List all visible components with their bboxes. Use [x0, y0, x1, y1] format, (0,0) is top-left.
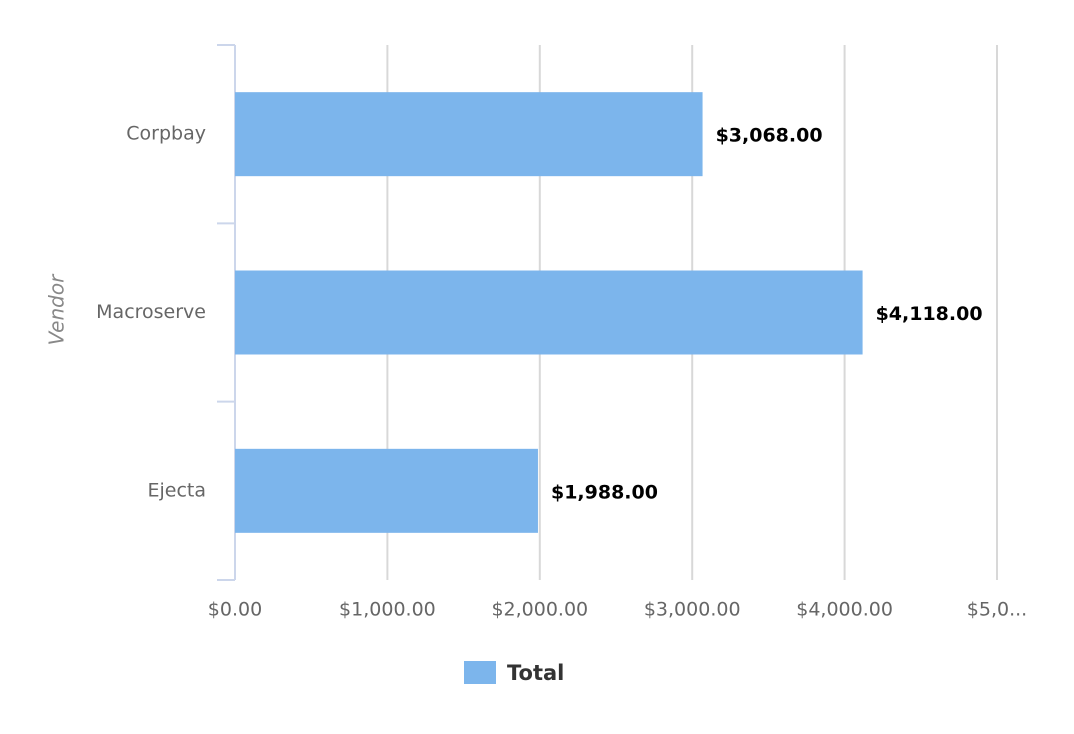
x-tick-label: $1,000.00: [339, 599, 436, 621]
x-tick-label: $2,000.00: [491, 599, 588, 621]
legend-label: Total: [507, 661, 564, 685]
category-label: Corpbay: [126, 123, 206, 145]
x-tick-label: $5,0...: [967, 599, 1027, 621]
bar: [235, 270, 863, 355]
x-tick-label: $4,000.00: [796, 599, 893, 621]
category-label: Ejecta: [147, 479, 206, 501]
bar: [235, 92, 703, 177]
x-tick-label: $3,000.00: [644, 599, 741, 621]
data-label: $1,988.00: [551, 481, 658, 503]
data-label: $4,118.00: [876, 303, 983, 325]
x-tick-label: $0.00: [208, 599, 262, 621]
bar: [235, 448, 538, 533]
data-label: $3,068.00: [716, 125, 823, 147]
axis-title: Vendor: [45, 273, 69, 345]
legend-swatch: [464, 661, 496, 684]
category-label: Macroserve: [96, 301, 206, 323]
